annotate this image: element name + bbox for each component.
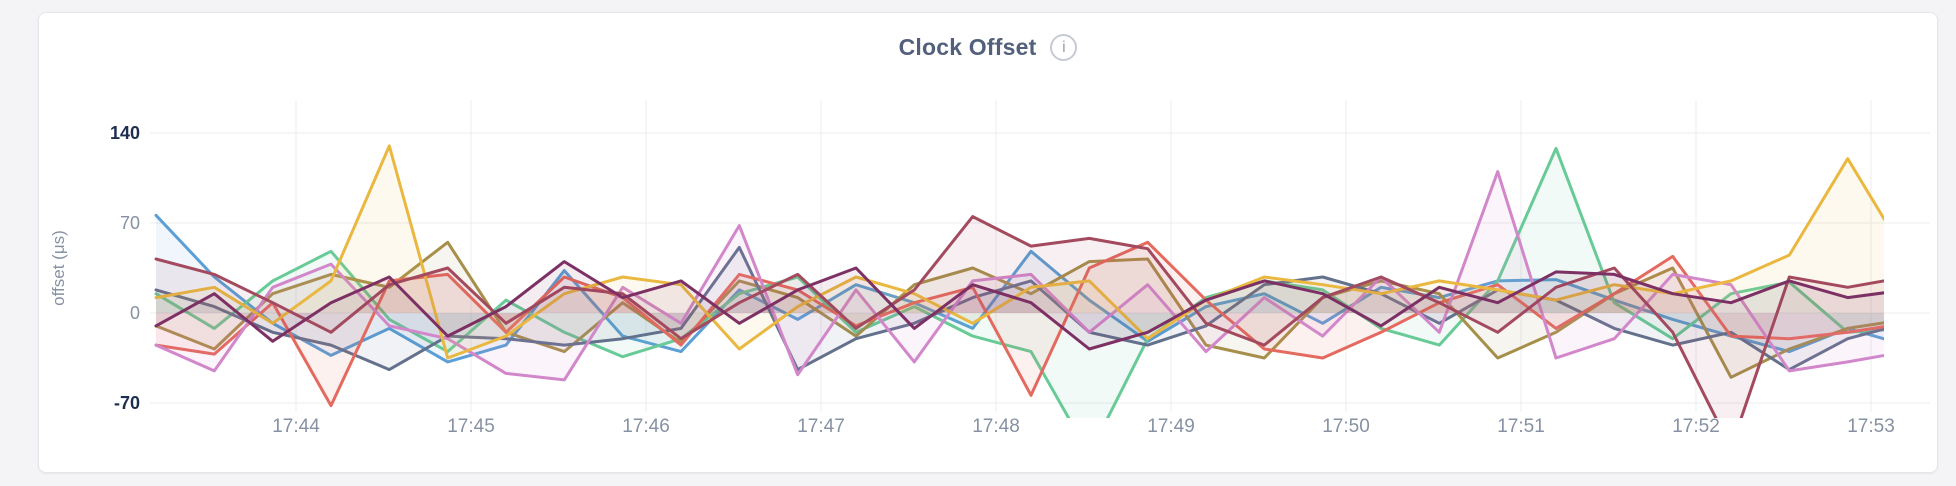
info-icon[interactable]: i: [1050, 34, 1078, 61]
x-tick-label: 17:53: [1847, 416, 1895, 437]
series-line-plum: [154, 260, 1884, 351]
series-line-wine: [154, 215, 1884, 418]
series-area-salmon: [156, 242, 1884, 406]
series-line-gold: [154, 144, 1884, 360]
x-tick-label: 17:44: [272, 416, 320, 437]
x-tick-label: 17:52: [1672, 416, 1720, 437]
x-tick-label: 17:46: [622, 416, 670, 437]
series-area-green: [156, 148, 1884, 418]
series-line-salmon: [154, 240, 1884, 408]
y-tick-label: 140: [110, 123, 140, 143]
y-axis-title: offset (μs): [49, 230, 68, 306]
x-tick-label: 17:48: [972, 416, 1020, 437]
series-area-slate: [156, 247, 1884, 370]
x-tick-label: 17:51: [1497, 416, 1545, 437]
series-area-plum: [156, 261, 1884, 349]
series-area-olive: [156, 242, 1884, 378]
x-tick-label: 17:50: [1322, 416, 1370, 437]
chart-title: Clock Offset: [898, 34, 1037, 60]
series-line-green: [154, 146, 1884, 418]
y-tick-label: -70: [114, 393, 140, 413]
plot-area: [154, 144, 1884, 418]
x-tick-label: 17:47: [797, 416, 845, 437]
series-area-gold: [156, 145, 1884, 358]
x-tick-label: 17:45: [447, 416, 495, 437]
y-tick-label: 70: [120, 213, 140, 233]
info-icon-glyph: i: [1062, 38, 1066, 56]
clock-offset-card: Clock Offset i: [38, 12, 1938, 473]
card-header: Clock Offset i: [39, 34, 1937, 61]
x-tick-label: 17:49: [1147, 416, 1195, 437]
y-tick-label: 0: [130, 303, 140, 323]
series-line-orchid: [154, 170, 1884, 382]
